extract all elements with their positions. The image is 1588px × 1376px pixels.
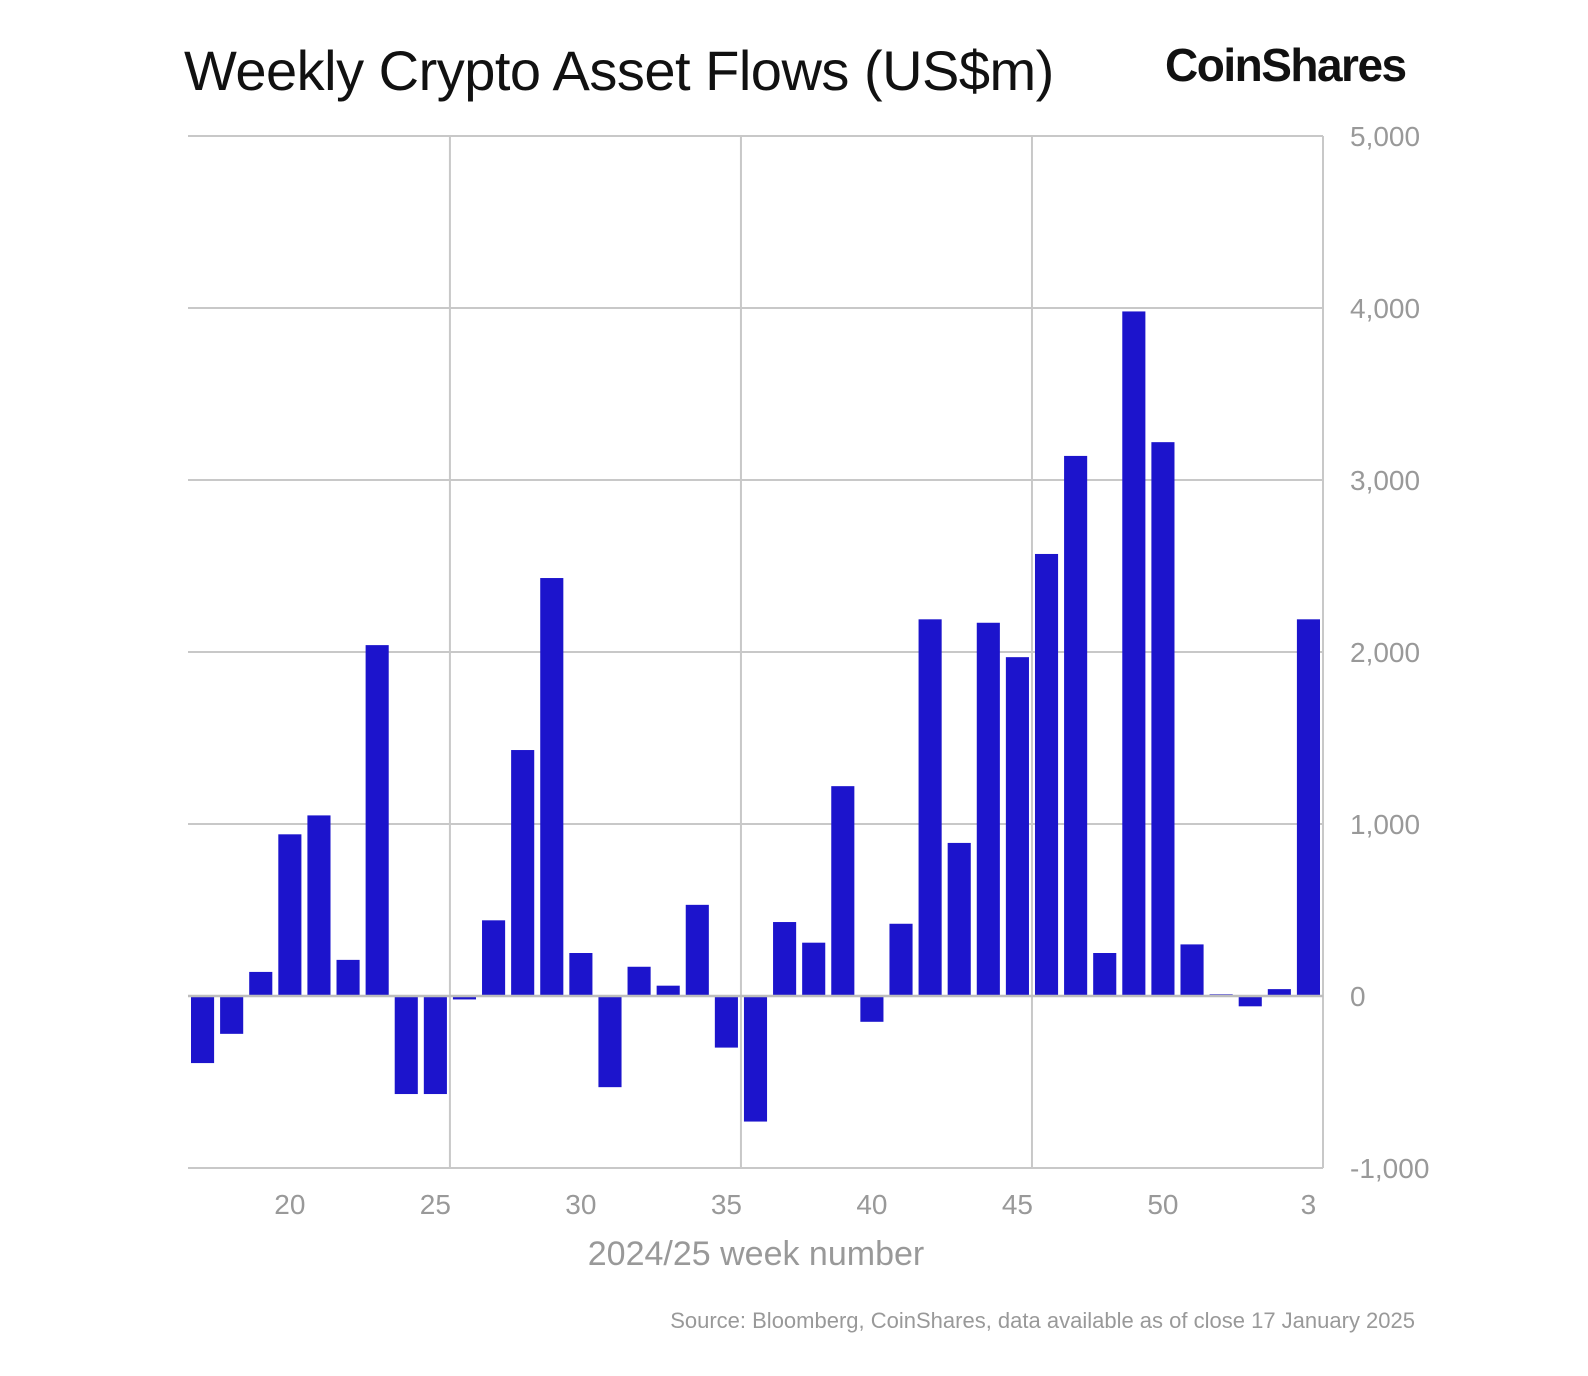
x-tick-label: 20 — [274, 1189, 305, 1220]
x-tick-label: 30 — [565, 1189, 596, 1220]
bar-week-24 — [394, 996, 418, 1095]
bar-week-31 — [598, 996, 622, 1088]
y-tick-label: 1,000 — [1350, 809, 1420, 840]
x-tick-label: 40 — [856, 1189, 887, 1220]
y-tick-label: 4,000 — [1350, 293, 1420, 324]
source-note: Source: Bloomberg, CoinShares, data avai… — [670, 1308, 1415, 1333]
bar-week-28 — [511, 750, 535, 996]
bar-week-41 — [889, 923, 913, 996]
bar-week-33 — [656, 985, 680, 996]
x-axis-label: 2024/25 week number — [588, 1235, 924, 1273]
bar-week-21 — [307, 815, 331, 996]
y-tick-label: -1,000 — [1350, 1153, 1429, 1184]
x-tick-label: 50 — [1147, 1189, 1178, 1220]
bar-week-49 — [1122, 311, 1146, 996]
bar-week-29 — [540, 578, 564, 996]
x-tick-label: 25 — [420, 1189, 451, 1220]
x-tick-label: 3 — [1301, 1189, 1317, 1220]
bar-week-43 — [947, 842, 971, 996]
bar-week-44 — [976, 622, 1000, 996]
bar-week-3 — [1296, 619, 1320, 996]
y-tick-label: 3,000 — [1350, 465, 1420, 496]
bar-week-34 — [685, 904, 709, 996]
bar-week-37 — [773, 922, 797, 996]
chart-title: Weekly Crypto Asset Flows (US$m) — [184, 39, 1054, 102]
y-tick-label: 2,000 — [1350, 637, 1420, 668]
bar-week-35 — [714, 996, 738, 1048]
bar-week-40 — [860, 996, 884, 1022]
bar-week-50 — [1151, 442, 1175, 996]
bar-week-2 — [1267, 989, 1291, 996]
bar-week-47 — [1064, 455, 1088, 996]
bar-week-42 — [918, 619, 942, 996]
x-tick-label: 45 — [1002, 1189, 1033, 1220]
x-tick-label: 35 — [711, 1189, 742, 1220]
bar-week-36 — [743, 996, 768, 1122]
y-tick-label: 5,000 — [1350, 121, 1420, 152]
bar-week-38 — [802, 942, 826, 996]
bar-week-25 — [423, 996, 447, 1095]
bar-week-48 — [1093, 953, 1117, 996]
bar-week-20 — [278, 834, 302, 996]
bar-week-26 — [452, 996, 477, 1000]
bar-week-32 — [627, 966, 651, 996]
bar-week-30 — [569, 953, 593, 996]
bar-week-39 — [831, 786, 855, 996]
bar-week-18 — [220, 996, 244, 1034]
bar-week-22 — [336, 959, 360, 996]
bar-week-27 — [482, 920, 506, 996]
bar-week-1 — [1238, 996, 1262, 1007]
bar-week-51 — [1180, 944, 1204, 996]
bar-week-46 — [1034, 553, 1059, 996]
bar-week-45 — [1005, 657, 1029, 996]
bar-week-19 — [249, 971, 273, 996]
bar-week-17 — [191, 996, 215, 1064]
coinshares-logo: CoinShares — [1165, 39, 1407, 91]
bar-week-23 — [365, 645, 389, 996]
y-tick-label: 0 — [1350, 981, 1366, 1012]
